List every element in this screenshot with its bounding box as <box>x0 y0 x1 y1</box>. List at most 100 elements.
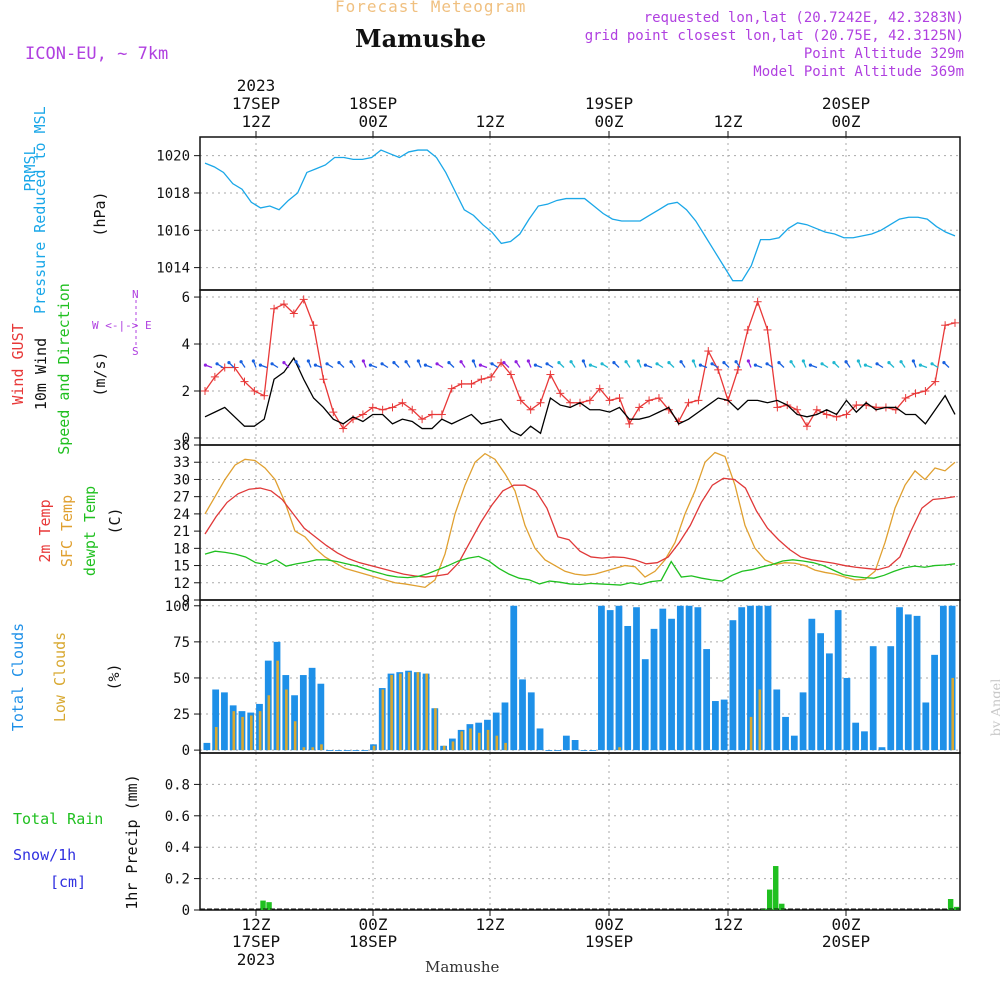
cloud-total-bar <box>852 722 860 751</box>
cloud-low-bar <box>951 677 955 751</box>
cloud-total-bar <box>720 699 728 751</box>
precip-bar <box>766 889 773 910</box>
cloud-low-bar <box>214 727 218 751</box>
cloud-total-bar <box>668 618 675 751</box>
cloud-total-bar <box>843 677 851 751</box>
wind-dir-arrowhead <box>514 360 518 364</box>
wind-dir-arrowhead <box>239 360 243 364</box>
wind-dir-arrowhead <box>612 361 616 365</box>
wind-dir-arrowhead <box>215 362 219 366</box>
panel-frame-precip <box>199 752 961 911</box>
wind-dir-arrowhead <box>856 359 860 363</box>
wind-dir-arrowhead <box>313 363 318 367</box>
cloud-total-bar <box>799 692 807 751</box>
cloud-total-bar <box>755 605 763 751</box>
footer-location: Mamushe <box>425 958 500 976</box>
top-axis-hour: 00Z <box>595 112 624 131</box>
top-axis-hour: 00Z <box>359 112 388 131</box>
bottom-axis-year: 2023 <box>237 950 276 969</box>
wind-dir-arrowhead <box>942 361 946 365</box>
cloud-total-bar <box>562 735 570 751</box>
wind-dir-arrowhead <box>349 360 353 364</box>
cloud-total-bar <box>571 740 579 751</box>
cloud-low-bar <box>495 735 499 751</box>
wind-line <box>204 356 956 437</box>
cloud-low-bar <box>407 672 411 751</box>
compass-s: S <box>132 345 139 358</box>
cloud-total-bar <box>729 620 737 751</box>
wind-dir-arrowhead <box>490 362 494 366</box>
cloud-low-bar <box>749 716 753 751</box>
wind-dir-arrowhead <box>844 360 848 364</box>
precip-unit: 1hr Precip (mm) <box>123 774 141 910</box>
cloud-total-bar <box>861 731 868 751</box>
y-tick-label: 12 <box>173 576 190 592</box>
precip-bar <box>947 899 954 910</box>
cloud-total-bar <box>747 605 754 751</box>
wind-dir-arrowhead <box>203 363 208 367</box>
cloud-total-bar <box>703 649 711 751</box>
cloud-low-label: Low Clouds <box>51 631 69 723</box>
cloud-total-bar <box>326 750 334 751</box>
y-tick-label: 100 <box>165 599 190 615</box>
wind-dir-arrowhead <box>832 361 836 365</box>
wind-dir-arrowhead <box>753 363 758 367</box>
cloud-total-bar <box>878 747 886 751</box>
wind-dir-arrowhead <box>545 362 549 366</box>
cloud-low-bar <box>241 716 244 751</box>
wind-dir-arrowhead <box>918 363 923 367</box>
wind-dir-arrowhead <box>557 361 561 365</box>
wind-dir-arrowhead <box>227 361 231 365</box>
precip-bar <box>773 866 779 910</box>
wind-dir-arrowhead <box>887 361 891 365</box>
y-tick-label: 1014 <box>156 261 190 277</box>
cloud-total-bar <box>589 750 597 751</box>
y-tick-label: 0.6 <box>165 809 190 825</box>
cloud-total-label: Total Clouds <box>9 622 27 732</box>
cloud-total-bar <box>825 653 833 751</box>
location-title: Mamushe <box>355 24 487 53</box>
wind-dir-arrowhead <box>337 361 341 365</box>
cloud-low-bar <box>293 721 297 751</box>
cloud-total-bar <box>650 628 658 751</box>
compass-n: N <box>132 288 139 301</box>
y-tick-label: 30 <box>173 472 190 488</box>
wind-dir-arrowhead <box>808 363 813 367</box>
cloud-total-bar <box>694 607 702 751</box>
wind-dir-arrowhead <box>533 363 538 367</box>
precip-bar <box>953 906 960 910</box>
cloud-total-bar <box>343 750 351 751</box>
cloud-total-bar <box>782 716 789 751</box>
wind-dir-arrowhead <box>392 361 396 365</box>
wind-dir-arrowhead <box>911 359 915 363</box>
wind-dir-arrowhead <box>643 363 648 367</box>
bottom-axis-date: 19SEP <box>585 932 633 951</box>
wind-dir-arrowhead <box>416 359 420 363</box>
cloud-low-bar <box>477 732 481 751</box>
wind-dir-arrowhead <box>423 363 428 367</box>
temp-dewpt-label: dewpt Temp <box>81 485 99 577</box>
cloud-total-bar <box>887 646 895 751</box>
cloud-total-bar <box>773 689 781 751</box>
y-tick-label: 0.2 <box>165 872 190 888</box>
bottom-axis-hour: 12Z <box>476 915 505 934</box>
cloud-total-bar <box>580 750 588 751</box>
panel-frame-pressure <box>199 136 961 291</box>
y-tick-label: 0 <box>182 431 190 447</box>
cloud-total-bar <box>817 633 824 751</box>
wind-dir-arrowhead <box>478 363 483 367</box>
cloud-low-bar <box>276 660 279 751</box>
y-tick-label: 1016 <box>156 223 190 239</box>
y-tick-label: 1020 <box>156 149 190 165</box>
wind-dir-arrowhead <box>447 361 451 365</box>
cloud-low-bar <box>250 715 253 751</box>
wind-dir-arrowhead <box>722 361 726 365</box>
cloud-total-bar <box>221 692 228 751</box>
point-altitude: Point Altitude 329m <box>803 46 964 62</box>
cloud-total-bar <box>896 607 903 751</box>
cloud-total-bar <box>834 610 842 751</box>
wind-dir-arrowhead <box>930 362 934 366</box>
cloud-total-bar <box>764 605 772 751</box>
cloud-total-bar <box>869 646 877 751</box>
wind-dir-arrowhead <box>698 363 703 367</box>
